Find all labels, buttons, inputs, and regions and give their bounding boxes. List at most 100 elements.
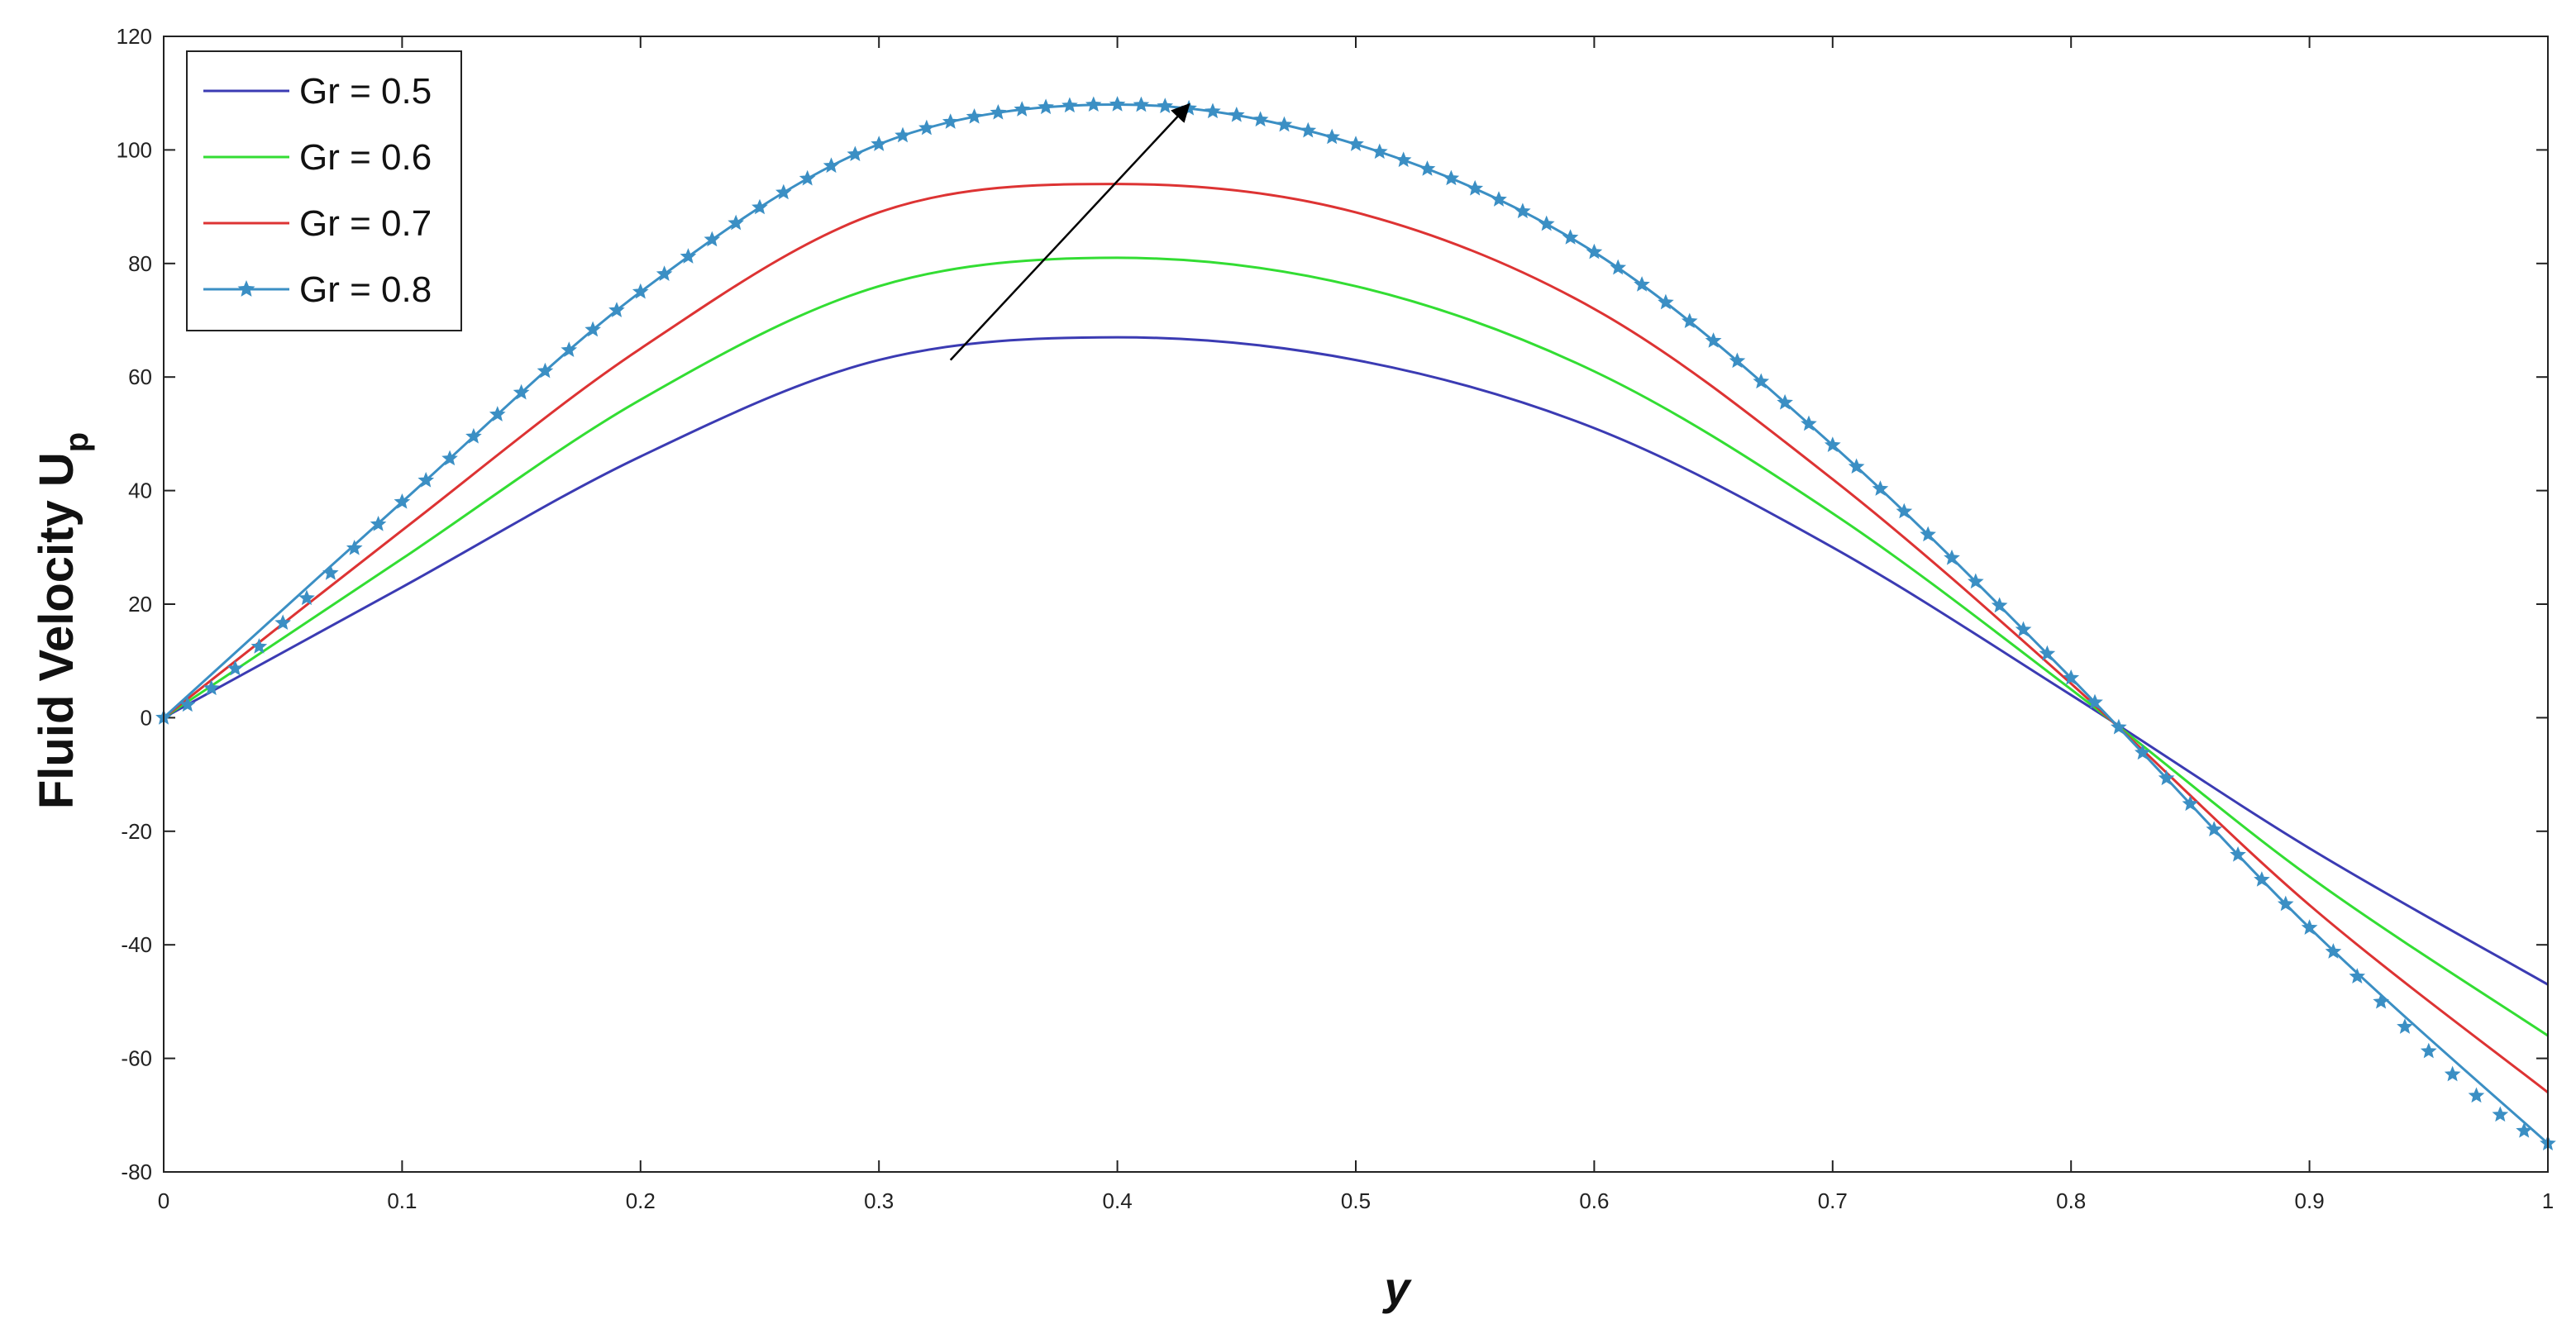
data-point-marker [298,589,315,606]
data-point-marker [441,450,458,466]
series-3 [163,183,2549,1093]
data-point-marker [2301,919,2318,935]
y-tick-label: 0 [141,705,152,730]
data-point-marker [2492,1106,2509,1122]
x-axis-title: y [1381,1262,1412,1314]
data-point-marker [894,126,911,143]
data-point-marker [1968,573,1984,589]
legend-item: Gr = 0.7 [203,203,432,244]
y-tick-label: 40 [128,479,152,503]
x-tick-label: 0.5 [1341,1188,1371,1213]
data-point-marker [2039,645,2056,661]
data-point-marker [823,157,840,174]
y-tick-label: 80 [128,251,152,276]
data-point-marker [2277,895,2294,912]
legend-label: Gr = 0.6 [299,137,432,178]
data-point-marker [727,214,744,231]
data-point-marker [2349,968,2366,983]
x-tick-label: 0.3 [864,1188,894,1213]
data-point-marker [1610,259,1627,275]
trend-arrow [949,102,1190,361]
legend-item: Gr = 0.5 [203,71,432,112]
y-tick-label: 120 [117,24,152,49]
series-line [162,102,2550,1145]
data-point-marker [2325,943,2342,959]
data-point-marker [1157,98,1174,113]
legend-label: Gr = 0.8 [299,269,432,310]
data-point-marker [1562,229,1579,245]
legend-item: Gr = 0.8 [203,269,432,310]
legend-box [186,50,462,331]
data-point-marker [2158,769,2175,786]
data-point-marker [2444,1065,2461,1082]
data-point-marker [2468,1087,2485,1103]
data-point-marker [417,471,435,488]
data-point-marker [2397,1018,2413,1034]
y-tick-label: -20 [121,819,152,844]
data-point-marker [1133,96,1150,112]
y-tick-label: 20 [128,592,152,617]
data-point-marker [394,493,411,509]
data-point-marker [1991,597,2008,613]
series-4 [155,96,2556,1150]
data-point-marker [1872,480,1889,496]
data-point-marker [1371,143,1388,160]
data-point-marker [1848,458,1865,474]
data-point-marker [322,564,339,580]
svg-text:Fluid Velocity Up: Fluid Velocity Up [30,432,95,809]
data-point-marker [1753,373,1770,389]
legend-label: Gr = 0.7 [299,203,432,244]
data-point-marker [537,362,554,379]
data-point-marker [751,198,768,215]
plot-area-frame [163,36,2549,1173]
data-point-marker [274,614,292,631]
data-point-marker [1014,101,1031,117]
data-point-marker [1586,243,1603,260]
x-tick-label: 0.2 [626,1188,656,1213]
series-2 [163,256,2549,1037]
y-tick-label: 100 [117,137,152,162]
data-point-marker [1896,502,1913,519]
legend: Gr = 0.5 Gr = 0.6 Gr = 0.7 Gr = 0.8 [186,50,462,331]
data-point-marker [1085,96,1102,112]
data-point-marker [1491,191,1507,207]
data-point-marker [2373,993,2389,1009]
data-point-marker [203,679,220,696]
x-tick-label: 1 [2542,1188,2554,1213]
data-point-marker [465,427,482,444]
data-point-marker [1061,97,1078,113]
annotation-layer [949,102,1190,361]
data-point-marker [2134,744,2151,760]
data-point-marker [1515,202,1531,219]
axis-ticks: 0 0.1 0.2 0.3 0.4 0.5 0.6 0.7 0.8 0.9 1 -80 -60 -40 -2… [117,24,2555,1213]
y-axis-title: Fluid Velocity Up [30,432,95,809]
data-point-marker [1824,436,1841,452]
data-point-marker [1443,169,1460,186]
data-point-marker [2254,871,2270,887]
y-axis-title-main: Fluid Velocity U [30,452,83,809]
y-tick-label: -40 [121,932,152,957]
series-1 [163,336,2549,986]
data-point-marker [1801,415,1817,431]
data-point-marker [584,321,601,337]
data-point-marker [1395,151,1412,168]
x-tick-label: 0.4 [1103,1188,1133,1213]
data-point-marker [1705,332,1722,348]
x-tick-label: 0.8 [2056,1188,2086,1213]
data-point-marker [2230,845,2246,862]
y-tick-label: -80 [121,1160,152,1184]
x-tick-label: 0 [158,1188,169,1213]
series-line [163,183,2549,1093]
data-point-marker [179,696,196,712]
data-point-marker [847,145,864,162]
data-point-marker [1038,98,1054,115]
data-point-marker [2516,1122,2532,1138]
series-layer [155,96,2556,1150]
x-tick-label: 0.7 [1818,1188,1848,1213]
data-point-marker [704,231,721,247]
series-line [163,256,2549,1037]
series-line [163,336,2549,986]
data-point-marker [2063,669,2080,685]
data-point-marker [2182,795,2199,812]
data-point-marker [1324,128,1340,145]
